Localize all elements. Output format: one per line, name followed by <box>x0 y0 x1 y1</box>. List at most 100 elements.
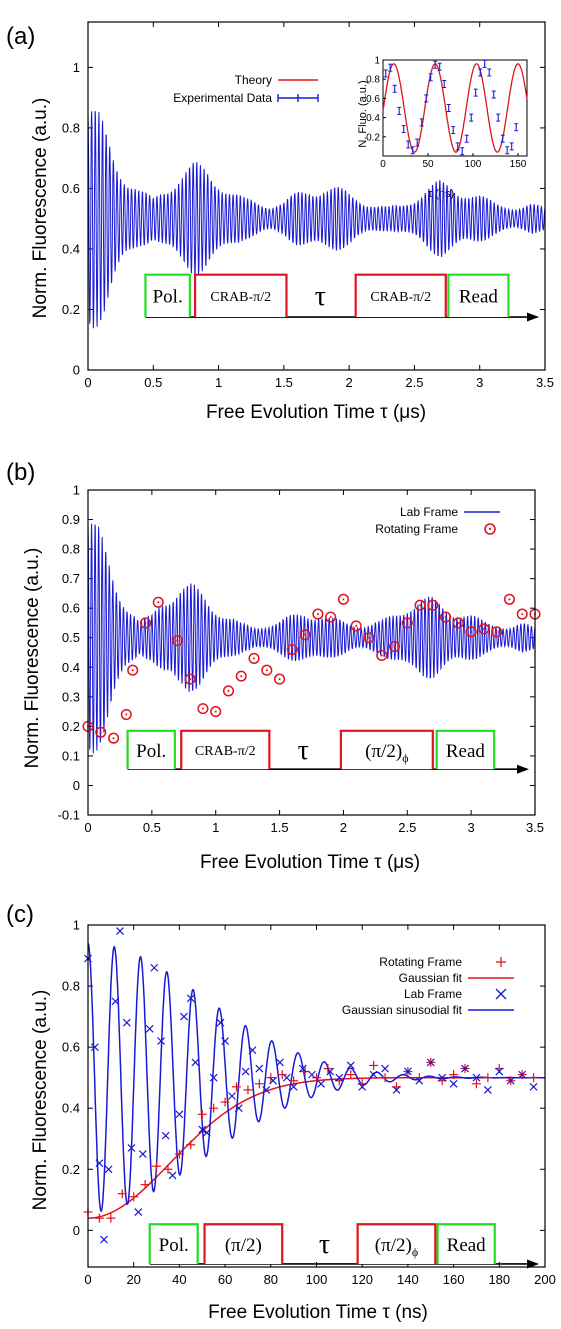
inset-data-point <box>410 146 415 155</box>
y-tick-label: 0.6 <box>62 601 80 616</box>
rotating-frame-marker <box>186 1140 196 1150</box>
lab-frame-marker <box>529 1082 538 1091</box>
free-evolution-tau-label: τ <box>315 281 326 312</box>
rotating-frame-point <box>414 599 426 611</box>
time-arrow-head <box>527 312 539 322</box>
rotating-frame-point-center <box>406 621 409 624</box>
marker-d2 <box>518 1070 527 1079</box>
lab-frame-marker <box>228 1092 236 1100</box>
data-line-lab-frame <box>87 523 536 754</box>
marker-d2 <box>202 1128 211 1137</box>
x-tick-label: 3 <box>476 375 483 390</box>
lab-frame-marker <box>282 1073 291 1082</box>
pulse-box-read <box>436 1223 496 1264</box>
rotating-frame-marker <box>254 1079 264 1089</box>
legend-swatch-lab-frame-c <box>495 988 507 1000</box>
pulse-label-read: Read <box>446 741 486 762</box>
lab-frame-marker <box>90 1043 99 1052</box>
rotating-frame-point <box>107 732 120 744</box>
rotating-frame-point <box>274 673 286 685</box>
y-tick-label: 1 <box>73 918 80 933</box>
x-tick-label: 3 <box>468 820 475 835</box>
pulse-box--2- <box>339 729 434 770</box>
y-tick-label: 0.6 <box>62 1040 80 1055</box>
lab-frame-marker <box>472 1073 481 1082</box>
marker-d2 <box>228 1092 236 1100</box>
x-tick-label: 2 <box>340 820 347 835</box>
time-arrow-head <box>517 764 529 774</box>
rotating-frame-point <box>139 617 152 629</box>
lab-frame-marker <box>381 1064 389 1073</box>
lab-frame-marker <box>209 1073 218 1082</box>
inset-x-tick-label: 0 <box>380 159 386 170</box>
marker-d2 <box>138 1150 147 1158</box>
marker-d2 <box>276 1058 284 1067</box>
pulse-box-pol- <box>144 273 191 318</box>
y-tick-label: -0.1 <box>58 808 80 823</box>
marker-d2 <box>145 1024 154 1033</box>
y-tick-label: 0.4 <box>62 660 80 675</box>
legend-label-theory: Theory <box>235 73 272 87</box>
lab-frame-marker <box>248 1046 257 1055</box>
y-tick-label: 0.5 <box>62 630 80 645</box>
rotating-frame-point-center <box>355 624 358 627</box>
lab-frame-marker <box>95 1159 104 1168</box>
rotating-frame-point-center <box>131 669 134 672</box>
rotating-frame-point <box>337 593 349 605</box>
lab-frame-marker <box>495 1067 504 1076</box>
free-evolution-tau-label: τ <box>298 735 309 766</box>
lab-frame-marker <box>289 1082 298 1091</box>
pulse-box-read <box>435 729 496 770</box>
rotating-frame-point-center <box>227 689 230 692</box>
y-tick-label: 0.3 <box>62 689 80 704</box>
rotating-frame-marker <box>346 1070 356 1080</box>
lab-frame-marker <box>506 1076 515 1085</box>
x-axis-label-b: Free Evolution Time τ (μs) <box>200 852 420 873</box>
rotating-frame-point-center <box>240 675 243 678</box>
marker-d2 <box>403 1067 412 1076</box>
lab-frame-marker <box>518 1070 527 1079</box>
x-tick-label: 0 <box>84 1272 91 1287</box>
y-tick-label: 0.2 <box>62 1162 80 1177</box>
rotating-frame-point-center <box>457 621 460 624</box>
plot-area-2 <box>83 927 545 1244</box>
inset-data-point <box>424 94 429 103</box>
marker-d2 <box>346 1061 355 1070</box>
rotating-frame-point-center <box>393 645 396 648</box>
rotating-frame-point <box>452 617 464 629</box>
lab-frame-marker <box>317 1079 325 1088</box>
rotating-frame-marker <box>449 1070 459 1080</box>
pulse-label-crab-2: CRAB-π/2 <box>370 290 431 305</box>
inset-data-point <box>505 146 510 155</box>
rotating-frame-marker <box>163 1164 173 1174</box>
rotating-frame-marker <box>471 1079 481 1089</box>
marker-d2 <box>248 1046 257 1055</box>
rotating-frame-marker <box>243 1085 253 1095</box>
rotating-frame-point <box>516 608 528 620</box>
y-axis-label-b: Norm. Fluorescence (a.u.) <box>22 548 43 769</box>
y-tick-label: 0 <box>73 1223 80 1238</box>
marker-d2 <box>529 1082 538 1091</box>
rotating-frame-marker <box>277 1070 287 1080</box>
rotating-frame-point-center <box>367 636 370 639</box>
inset-y-tick-label: 0.2 <box>366 132 380 143</box>
inset-data-point <box>419 118 424 127</box>
inset-x-tick-label: 100 <box>465 159 482 170</box>
lab-frame-marker <box>438 1073 447 1082</box>
rotating-frame-point <box>152 596 164 608</box>
marker-d2 <box>269 1076 278 1085</box>
x-tick-label: 140 <box>397 1272 419 1287</box>
lab-frame-marker <box>157 1037 166 1045</box>
lab-frame-marker <box>145 1024 154 1033</box>
rotating-frame-point <box>95 726 107 738</box>
pulse-label--2-: (π/2)ϕ <box>365 741 408 765</box>
lab-frame-marker <box>262 1085 271 1094</box>
lab-frame-marker <box>161 1131 170 1140</box>
gaussian-sinusodial-fit-line <box>87 942 545 1212</box>
rotating-frame-point <box>401 617 413 629</box>
inset-data-point <box>514 123 519 132</box>
lab-frame-marker <box>111 997 120 1006</box>
inset-data-point <box>383 69 388 78</box>
legend-swatch-rotating-frame-b <box>484 523 496 535</box>
